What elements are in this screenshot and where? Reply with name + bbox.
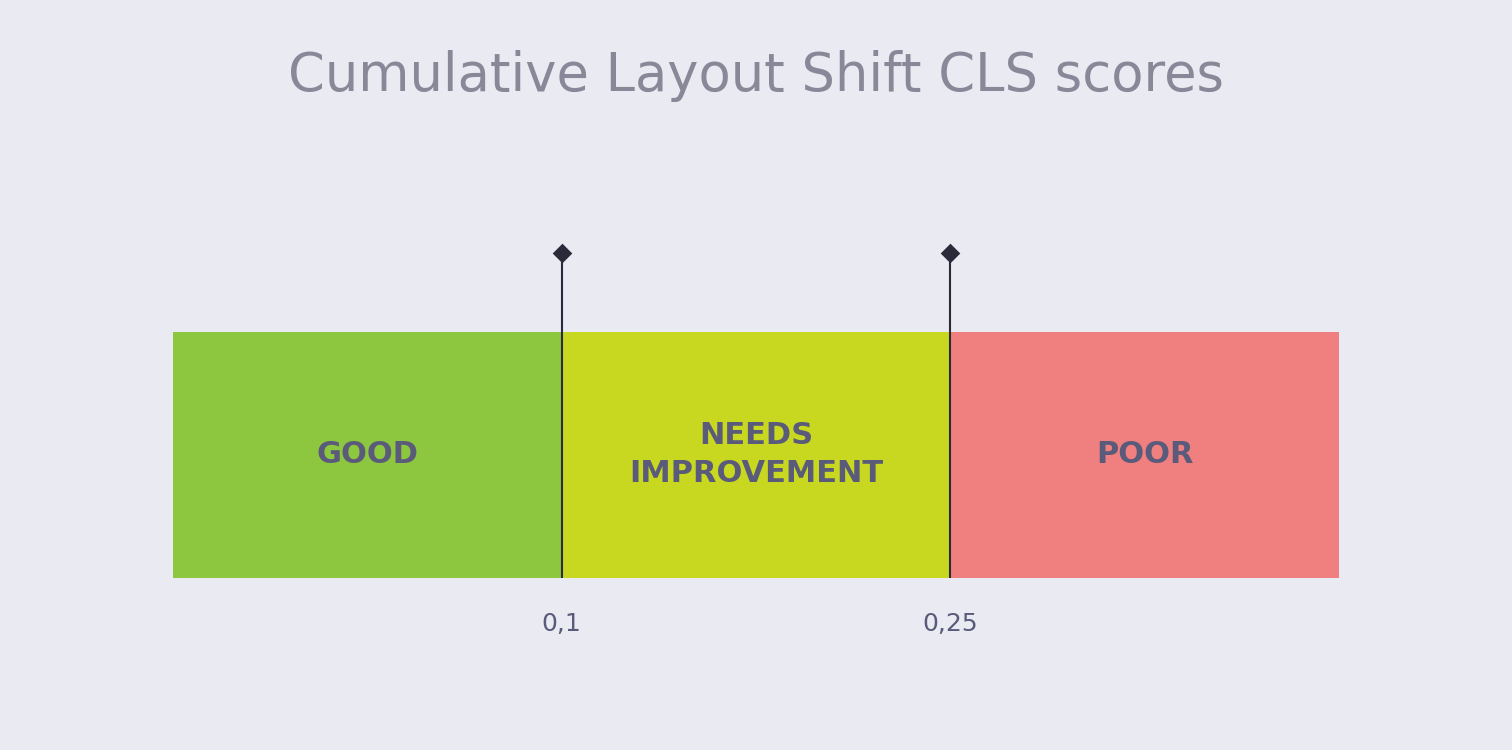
Point	[549, 248, 573, 259]
Bar	[951, 332, 1340, 578]
Text: GOOD: GOOD	[316, 440, 419, 470]
Text: 0,1: 0,1	[541, 612, 582, 636]
Bar	[561, 332, 951, 578]
Text: Cumulative Layout Shift CLS scores: Cumulative Layout Shift CLS scores	[287, 50, 1225, 102]
Text: NEEDS
IMPROVEMENT: NEEDS IMPROVEMENT	[629, 422, 883, 488]
Point	[939, 248, 963, 259]
Bar	[172, 332, 561, 578]
Text: 0,25: 0,25	[922, 612, 978, 636]
Text: POOR: POOR	[1096, 440, 1193, 470]
